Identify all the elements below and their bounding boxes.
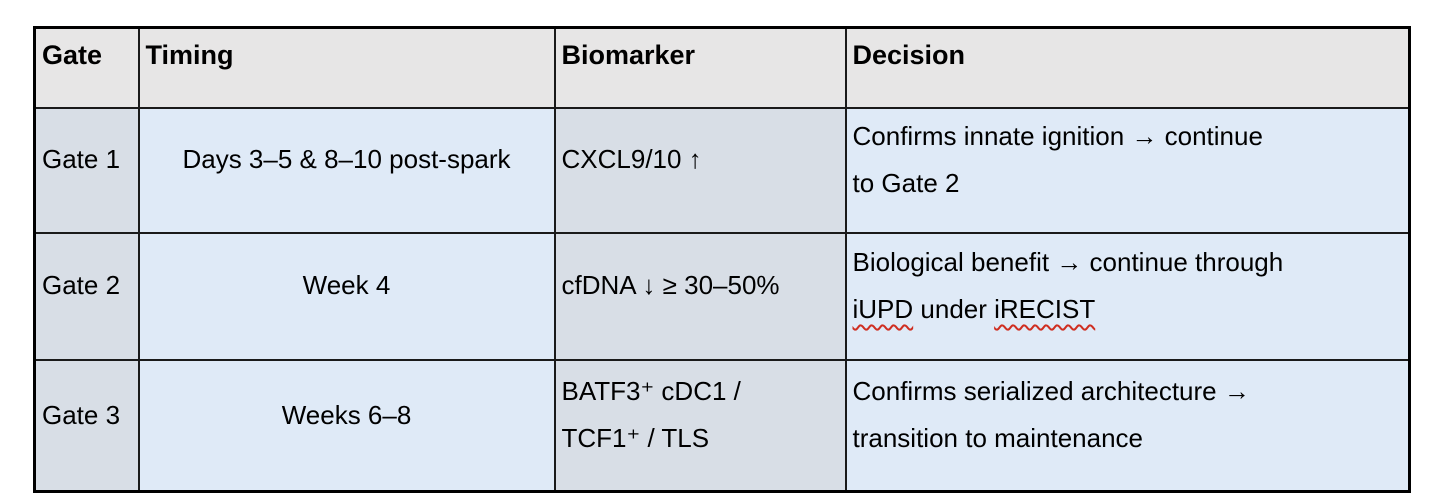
decision-line: iUPD under iRECIST [853,286,1403,333]
cell-timing: Days 3–5 & 8–10 post-spark [137,106,556,234]
cell-decision: Biological benefit → continue through iU… [844,231,1411,361]
table-row-gate-1: Gate 1 Days 3–5 & 8–10 post-spark CXCL9/… [33,106,1411,234]
misspelled-word: iUPD [852,294,914,324]
cell-gate-label: Gate 3 [33,358,140,493]
table-row-gate-3: Gate 3 Weeks 6–8 BATF3⁺ cDC1 / TCF1⁺ / T… [33,358,1411,493]
cell-gate-label: Gate 2 [33,231,140,361]
header-cell-timing: Timing [137,26,556,109]
decision-text: under [913,294,995,324]
decision-line: Biological benefit → continue through [852,246,1284,277]
biomarker-line: CXCL9/10 ↑ [561,144,702,175]
gate-decision-table: Gate Timing Biomarker Decision Gate 1 Da… [33,26,1411,493]
header-cell-gate: Gate [33,26,140,109]
header-row: Gate Timing Biomarker Decision [33,26,1411,109]
cell-gate-label: Gate 1 [33,106,140,234]
cell-timing: Weeks 6–8 [137,358,556,493]
decision-line: to Gate 2 [852,168,960,198]
biomarker-line: BATF3⁺ cDC1 / [561,375,741,406]
biomarker-line: TCF1⁺ / TLS [561,423,710,454]
cell-timing: Week 4 [137,231,556,361]
table-row-gate-2: Gate 2 Week 4 cfDNA ↓ ≥ 30–50% Biologica… [33,231,1411,361]
decision-line: Confirms serialized architecture → [852,375,1250,406]
cell-biomarker: CXCL9/10 ↑ [553,106,847,234]
header-cell-decision: Decision [844,26,1411,109]
misspelled-word: iRECIST [994,294,1096,324]
cell-decision: Confirms innate ignition → continue to G… [844,106,1411,234]
biomarker-line: cfDNA ↓ ≥ 30–50% [561,270,780,301]
header-cell-biomarker: Biomarker [553,26,847,109]
cell-decision: Confirms serialized architecture → trans… [844,358,1411,493]
decision-line: transition to maintenance [852,423,1144,454]
cell-biomarker: BATF3⁺ cDC1 / TCF1⁺ / TLS [553,358,847,493]
decision-line: Confirms innate ignition → continue [852,120,1263,151]
cell-biomarker: cfDNA ↓ ≥ 30–50% [553,231,847,361]
